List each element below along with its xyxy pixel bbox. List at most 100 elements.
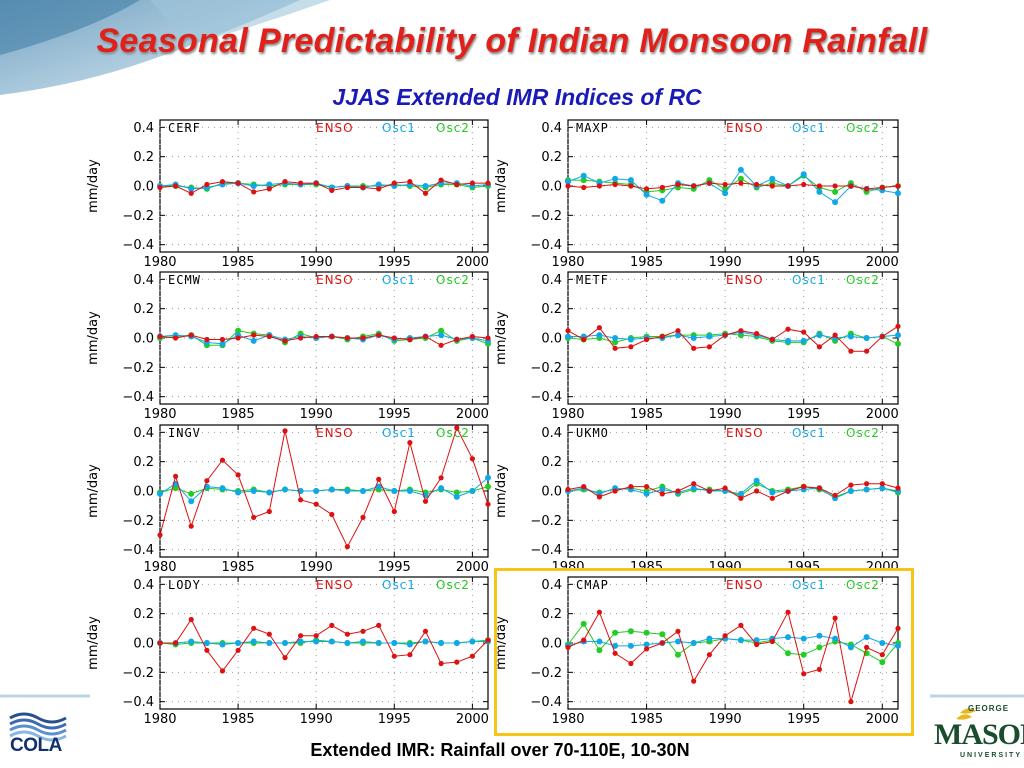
data-point-osc2 xyxy=(580,620,587,627)
data-point-enso xyxy=(581,336,587,343)
y-axis-label: mm/day xyxy=(86,311,101,365)
data-point-enso xyxy=(407,336,413,343)
data-point-osc2 xyxy=(800,651,807,658)
data-point-osc1 xyxy=(438,485,445,492)
data-point-osc1 xyxy=(847,488,854,494)
data-point-enso xyxy=(706,652,713,658)
data-point-enso xyxy=(691,678,697,684)
data-point-enso xyxy=(596,609,603,615)
y-axis-label: mm/day xyxy=(86,464,101,518)
data-point-enso xyxy=(581,637,587,643)
series-osc1 xyxy=(565,329,901,344)
x-tick-label: 1985 xyxy=(630,407,663,422)
data-point-enso xyxy=(157,532,163,538)
legend-osc2: Osc2 xyxy=(436,426,470,440)
y-tick-label: −0.4 xyxy=(122,695,154,710)
data-point-enso xyxy=(188,332,194,338)
data-point-osc1 xyxy=(406,488,413,494)
series-line-osc1 xyxy=(159,477,489,503)
data-point-enso xyxy=(235,180,241,186)
data-point-osc1 xyxy=(297,638,304,645)
plot-frame xyxy=(159,271,489,405)
data-point-osc1 xyxy=(469,638,476,645)
data-point-enso xyxy=(391,653,397,659)
series-enso xyxy=(565,323,901,354)
y-axis-label: mm/day xyxy=(494,464,509,518)
gmu-logo-leaf xyxy=(956,708,976,720)
data-point-enso xyxy=(266,333,272,340)
data-point-osc1 xyxy=(612,642,619,649)
y-tick-label: −0.4 xyxy=(122,238,154,253)
y-tick-label: 0.4 xyxy=(541,121,562,136)
series-line-osc1 xyxy=(567,169,899,203)
x-tick-label: 2000 xyxy=(866,255,899,270)
data-point-enso xyxy=(848,183,854,189)
data-point-osc1 xyxy=(627,177,634,184)
data-point-enso xyxy=(628,344,634,350)
data-point-osc1 xyxy=(453,493,460,500)
x-tick-label: 1985 xyxy=(222,712,255,727)
y-tick-label: −0.4 xyxy=(530,543,562,558)
x-tick-label: 1980 xyxy=(143,255,176,270)
data-point-enso xyxy=(376,476,382,482)
y-tick-label: 0.4 xyxy=(541,426,562,441)
data-point-enso xyxy=(469,333,475,340)
series-line-osc1 xyxy=(159,182,489,190)
series-enso xyxy=(157,616,491,674)
data-point-enso xyxy=(266,631,272,637)
data-point-osc1 xyxy=(328,638,335,645)
data-point-enso xyxy=(235,647,241,653)
data-point-osc1 xyxy=(391,488,398,494)
data-point-enso xyxy=(219,336,226,343)
legend-osc1: Osc1 xyxy=(792,273,826,287)
data-point-enso xyxy=(360,184,366,191)
legend-enso: ENSO xyxy=(316,273,354,287)
series-line-enso xyxy=(567,325,899,352)
data-point-enso xyxy=(738,622,744,629)
data-point-enso xyxy=(738,495,744,501)
data-point-osc2 xyxy=(188,490,195,497)
data-point-osc1 xyxy=(690,485,697,492)
data-point-osc2 xyxy=(895,340,901,347)
data-point-enso xyxy=(612,181,618,188)
x-tick-label: 1985 xyxy=(630,560,663,575)
data-point-enso xyxy=(659,184,665,191)
x-tick-label: 1995 xyxy=(787,255,820,270)
x-tick-label: 1995 xyxy=(787,712,820,727)
data-point-enso xyxy=(454,181,460,188)
data-point-enso xyxy=(769,183,775,189)
data-point-osc1 xyxy=(863,634,870,641)
x-tick-label: 1985 xyxy=(222,407,255,422)
data-point-enso xyxy=(596,494,603,500)
data-point-enso xyxy=(422,498,429,504)
data-point-osc1 xyxy=(879,485,886,492)
data-point-enso xyxy=(722,181,728,188)
x-tick-label: 1990 xyxy=(709,712,742,727)
chart-panel-cmap: 1980 1985 1990 1995 2000 0.4 0.2 0.0 −0.2 −0.4 mm/… xyxy=(494,576,901,727)
data-point-enso xyxy=(801,181,807,188)
data-point-enso xyxy=(282,179,288,185)
data-point-enso xyxy=(204,181,210,188)
y-tick-label: −0.4 xyxy=(122,543,154,558)
legend-osc1: Osc1 xyxy=(382,273,416,287)
data-point-enso xyxy=(706,344,713,350)
data-point-osc1 xyxy=(235,489,242,496)
x-tick-label: 1990 xyxy=(709,560,742,575)
series-enso xyxy=(565,180,901,192)
data-point-osc1 xyxy=(659,486,666,493)
x-tick-label: 1985 xyxy=(630,255,663,270)
data-point-osc1 xyxy=(785,634,791,641)
data-point-enso xyxy=(895,323,901,329)
data-point-enso xyxy=(298,180,304,186)
data-point-osc1 xyxy=(282,486,288,493)
x-tick-label: 1990 xyxy=(300,560,333,575)
series-osc1 xyxy=(157,474,491,505)
data-point-enso xyxy=(313,501,319,507)
data-point-enso xyxy=(376,186,382,192)
data-point-osc1 xyxy=(847,333,854,340)
y-axis-label: mm/day xyxy=(494,616,509,670)
data-point-osc1 xyxy=(406,641,413,648)
data-point-osc1 xyxy=(453,640,460,646)
data-point-enso xyxy=(438,660,444,667)
data-point-enso xyxy=(659,491,665,497)
